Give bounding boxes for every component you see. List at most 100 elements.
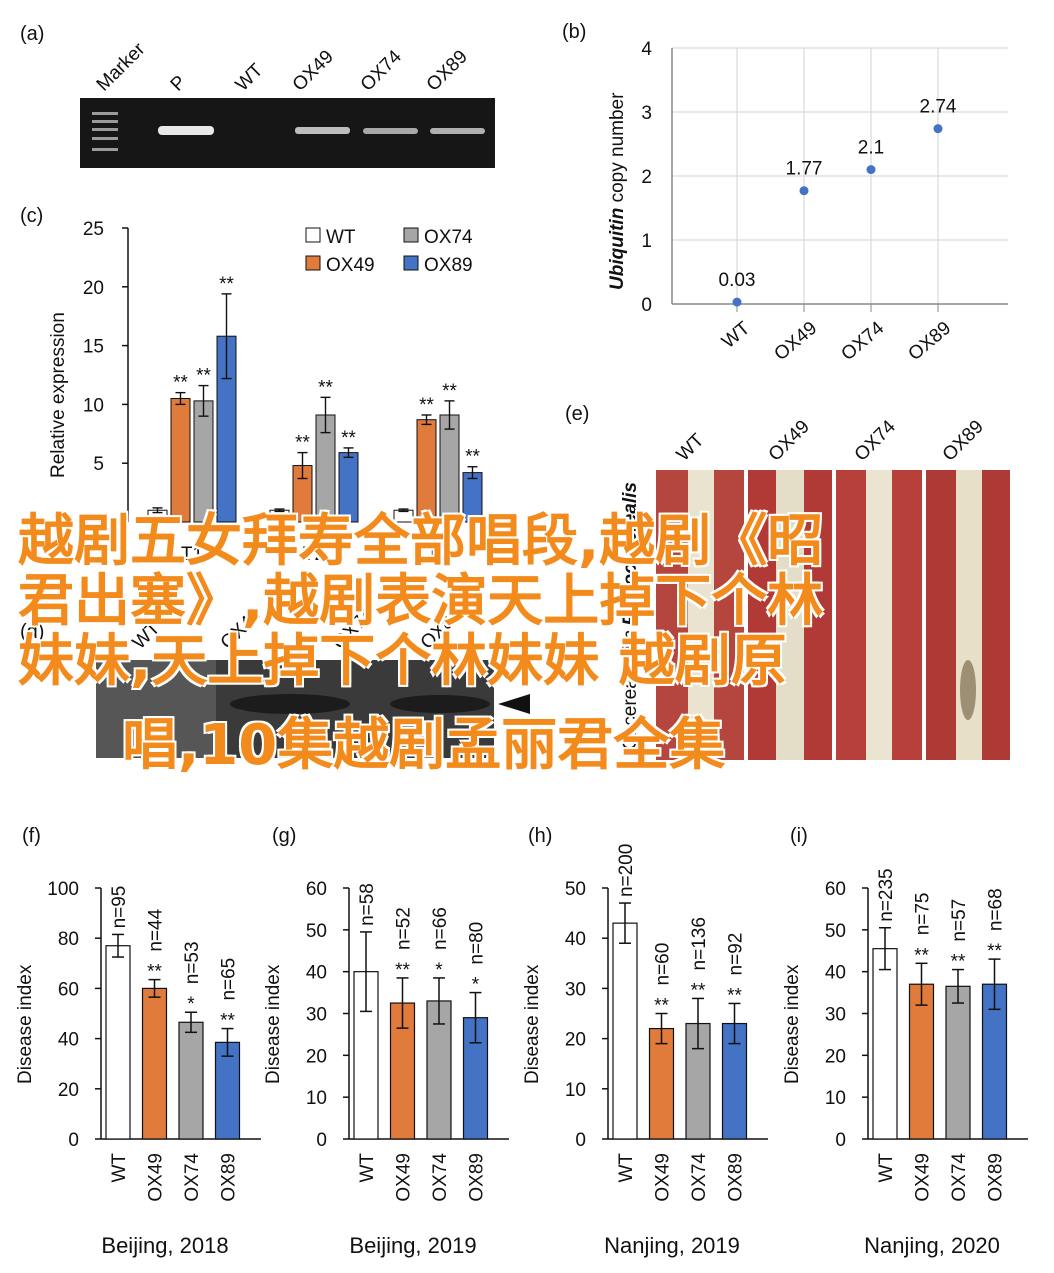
panel-caption: Nanjing, 2019 — [604, 1233, 740, 1258]
panel-f-letter: (f) — [22, 825, 41, 847]
sample-size-label: n=52 — [394, 907, 415, 950]
panel-h-letter: (h) — [528, 825, 552, 847]
bar — [612, 922, 638, 1140]
panel-i: (i) 0 10 20 30 40 50 60 Disease index n=235 WT ** n=… — [782, 825, 1028, 1258]
significance-mark: ** — [341, 428, 356, 449]
panel-c-bars: ** ** ** ** ** ** ** ** ** — [147, 274, 483, 523]
blot-lane — [96, 660, 216, 758]
y-tick-label: 0 — [575, 1130, 586, 1151]
y-tick-label: 2 — [641, 167, 652, 188]
sample-size-label: n=136 — [689, 917, 710, 970]
gel-band — [295, 127, 350, 134]
bar — [648, 1027, 675, 1140]
bar — [338, 452, 359, 523]
legend-swatch-ox49 — [305, 255, 321, 271]
y-tick-label: 20 — [565, 1030, 586, 1051]
photo-label: OX74 — [851, 416, 901, 466]
stem — [866, 470, 892, 760]
y-tick-label: 40 — [825, 963, 846, 984]
panel-c-letter: (c) — [20, 205, 43, 227]
y-tick-label: 50 — [565, 879, 586, 900]
sample-size-label: n=235 — [876, 868, 897, 921]
panel-e-letter: (e) — [565, 403, 589, 425]
bar — [105, 945, 131, 1140]
legend-label: OX89 — [424, 255, 473, 276]
x-tick-label: T2 — [303, 544, 325, 565]
panel-h: (h) 0 10 20 30 40 50 Disease index n=200 WT ** n=60… — [522, 825, 768, 1258]
panel-c-y-ticks: 5 10 15 20 25 — [83, 219, 128, 475]
gel-lane-label: Marker — [93, 38, 150, 95]
y-tick-label: 5 — [93, 454, 104, 475]
significance-mark: ** — [442, 381, 457, 402]
sample-size-label: n=66 — [430, 907, 451, 950]
stem — [776, 470, 804, 760]
scatter-point — [866, 165, 876, 175]
bar — [193, 400, 214, 523]
marker-ladder — [92, 112, 118, 151]
photo-label: OX89 — [939, 416, 988, 465]
y-tick-label: 40 — [306, 963, 327, 984]
significance-mark: * — [187, 994, 195, 1015]
bar — [353, 971, 379, 1140]
panel-e: (e) WT OX49 OX74 OX89 C. cereal. withRhi… — [565, 403, 1010, 760]
scatter-point — [933, 124, 943, 134]
sample-size-label: n=65 — [219, 958, 240, 1001]
x-tick-label: OX89 — [219, 1153, 240, 1202]
y-tick-label: 10 — [306, 1088, 327, 1109]
x-tick-label: WT — [876, 1153, 897, 1183]
gel-lane-label: OX74 — [357, 46, 407, 96]
x-tick-label: OX49 — [394, 1153, 415, 1202]
bar — [416, 419, 437, 523]
significance-mark: * — [472, 975, 480, 996]
sample-size-label: n=95 — [109, 886, 130, 929]
sample-size-label: n=75 — [913, 893, 934, 936]
panel-f: (f) 0 20 40 60 80 100 Disease index n=95 WT ** n=44… — [15, 825, 261, 1258]
y-tick-label: 1 — [641, 231, 652, 252]
significance-mark: ** — [196, 366, 211, 387]
y-tick-label: 30 — [565, 979, 586, 1000]
scatter-point — [732, 297, 742, 307]
panel-b-grid — [672, 47, 1008, 304]
panel-g-letter: (g) — [272, 825, 296, 847]
y-tick-label: 100 — [47, 879, 79, 900]
bar — [141, 987, 168, 1140]
bar — [462, 472, 483, 523]
lesion — [960, 660, 976, 720]
sample-size-label: n=57 — [949, 899, 970, 942]
panel-a: (a) Marker P WT OX49 OX74 OX89 — [20, 23, 495, 168]
blot-band — [390, 695, 490, 713]
legend-label: WT — [326, 227, 356, 248]
blot-lane-label: OX74 — [329, 604, 379, 654]
y-tick-label: 50 — [306, 921, 327, 942]
stem — [688, 470, 714, 760]
gel-lane-label: P — [167, 72, 191, 96]
y-tick-label: 40 — [58, 1030, 79, 1051]
y-tick-label: 3 — [641, 103, 652, 124]
data-label: 2.74 — [920, 97, 957, 118]
y-tick-label: 0 — [641, 295, 652, 316]
sample-size-label: n=68 — [986, 888, 1007, 931]
x-tick-label: OX74 — [949, 1153, 970, 1202]
panel-d: (d) WT OX49 OX74 OX89 — [20, 604, 530, 758]
y-axis-label: Disease index — [263, 964, 284, 1084]
x-tick-label: WT — [718, 317, 754, 352]
legend-swatch-wt — [305, 227, 321, 243]
x-tick-label: OX89 — [467, 1153, 488, 1202]
y-tick-label: 10 — [83, 395, 104, 416]
y-tick-label: 0 — [68, 1130, 79, 1151]
data-label: 1.77 — [786, 159, 823, 180]
significance-mark: ** — [654, 996, 669, 1017]
data-label: 2.1 — [858, 138, 884, 159]
sample-size-label: n=200 — [616, 844, 637, 897]
photo-label: OX49 — [765, 416, 814, 465]
x-tick-label: OX89 — [986, 1153, 1007, 1202]
x-tick-label: WT — [109, 1153, 130, 1183]
x-tick-label: WT — [357, 1153, 378, 1183]
sample-size-label: n=92 — [726, 933, 747, 976]
x-tick-label: OX49 — [653, 1153, 674, 1202]
significance-mark: ** — [987, 941, 1002, 962]
data-label: 0.03 — [719, 270, 756, 291]
significance-mark: ** — [914, 945, 929, 966]
bar — [945, 985, 971, 1140]
